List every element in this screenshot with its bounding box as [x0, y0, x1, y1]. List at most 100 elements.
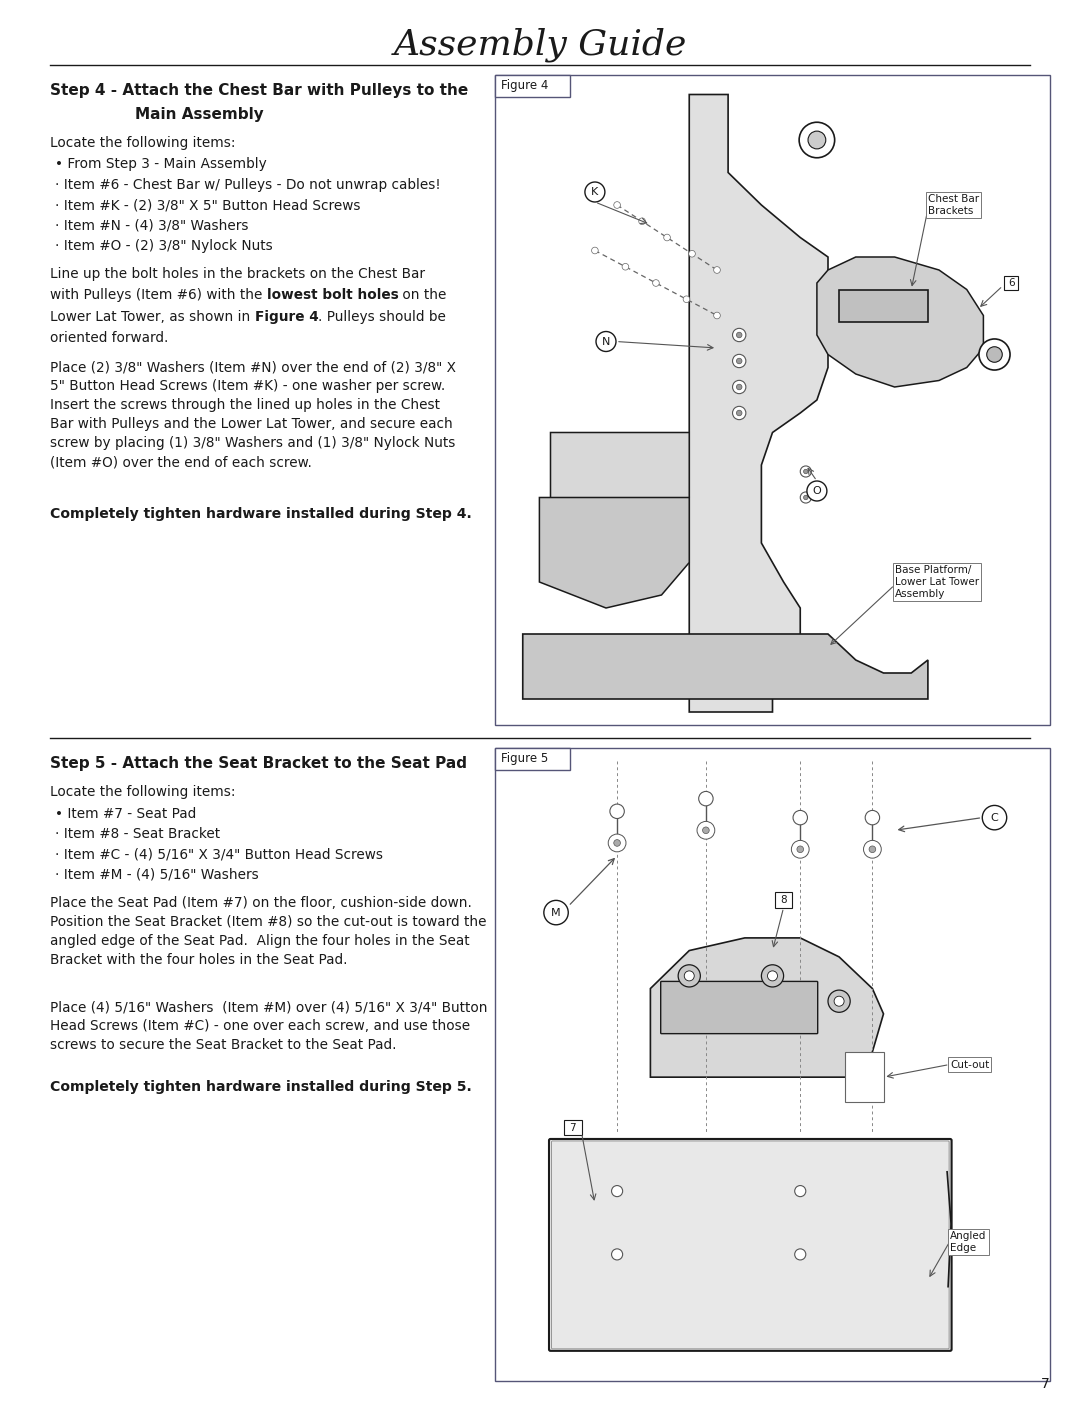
Text: Step 5 - Attach the Seat Bracket to the Seat Pad: Step 5 - Attach the Seat Bracket to the … [50, 756, 467, 770]
Text: Figure 4: Figure 4 [501, 79, 549, 91]
Circle shape [699, 792, 713, 806]
Text: · Item #C - (4) 5/16" X 3/4" Button Head Screws: · Item #C - (4) 5/16" X 3/4" Button Head… [55, 848, 383, 862]
Circle shape [804, 470, 808, 474]
Text: on the: on the [399, 288, 447, 302]
Circle shape [869, 846, 876, 852]
Circle shape [652, 280, 659, 287]
Text: · Item #K - (2) 3/8" X 5" Button Head Screws: · Item #K - (2) 3/8" X 5" Button Head Sc… [55, 198, 361, 212]
Text: 6: 6 [1008, 278, 1014, 288]
Circle shape [592, 247, 598, 254]
Circle shape [761, 965, 784, 987]
Text: 8: 8 [780, 896, 787, 905]
Text: . Pulleys should be: . Pulleys should be [319, 309, 446, 323]
Circle shape [983, 806, 1007, 830]
Polygon shape [689, 94, 828, 711]
Polygon shape [845, 1052, 883, 1102]
FancyBboxPatch shape [564, 1121, 582, 1136]
Text: lowest bolt holes: lowest bolt holes [267, 288, 399, 302]
Circle shape [610, 804, 624, 818]
Text: Cut-out: Cut-out [950, 1060, 989, 1070]
Circle shape [737, 332, 742, 337]
Circle shape [611, 1185, 623, 1197]
Text: · Item #O - (2) 3/8" Nylock Nuts: · Item #O - (2) 3/8" Nylock Nuts [55, 239, 273, 253]
Circle shape [544, 900, 568, 925]
Text: Place (4) 5/16" Washers  (Item #M) over (4) 5/16" X 3/4" Button
Head Screws (Ite: Place (4) 5/16" Washers (Item #M) over (… [50, 1000, 487, 1052]
Text: Base Platform/
Lower Lat Tower
Assembly: Base Platform/ Lower Lat Tower Assembly [894, 565, 978, 599]
Circle shape [804, 495, 808, 499]
Text: Main Assembly: Main Assembly [135, 107, 264, 122]
Polygon shape [539, 498, 689, 607]
Circle shape [638, 218, 646, 225]
Text: 7: 7 [1041, 1376, 1050, 1391]
Circle shape [622, 263, 629, 270]
Text: Locate the following items:: Locate the following items: [50, 135, 235, 149]
Text: • Item #7 - Seat Pad: • Item #7 - Seat Pad [55, 807, 197, 821]
Text: Step 4 - Attach the Chest Bar with Pulleys to the: Step 4 - Attach the Chest Bar with Pulle… [50, 83, 469, 98]
Text: with Pulleys (Item #6) with the: with Pulleys (Item #6) with the [50, 288, 267, 302]
Polygon shape [551, 433, 689, 543]
Polygon shape [816, 257, 984, 387]
Text: Locate the following items:: Locate the following items: [50, 785, 235, 799]
Text: Place the Seat Pad (Item #7) on the floor, cushion-side down.
Position the Seat : Place the Seat Pad (Item #7) on the floo… [50, 896, 486, 966]
Circle shape [768, 972, 778, 981]
Text: oriented forward.: oriented forward. [50, 332, 168, 346]
Text: · Item #6 - Chest Bar w/ Pulleys - Do not unwrap cables!: · Item #6 - Chest Bar w/ Pulleys - Do no… [55, 177, 441, 191]
Text: Figure 4: Figure 4 [255, 309, 319, 323]
Text: • From Step 3 - Main Assembly: • From Step 3 - Main Assembly [55, 157, 267, 172]
Text: O: O [812, 486, 821, 496]
Circle shape [737, 359, 742, 364]
Circle shape [596, 332, 616, 352]
Circle shape [608, 834, 626, 852]
FancyBboxPatch shape [495, 748, 570, 770]
Text: · Item #N - (4) 3/8" Washers: · Item #N - (4) 3/8" Washers [55, 218, 248, 232]
Text: · Item #M - (4) 5/16" Washers: · Item #M - (4) 5/16" Washers [55, 868, 259, 882]
FancyBboxPatch shape [495, 75, 570, 97]
Circle shape [795, 1249, 806, 1260]
Circle shape [792, 841, 809, 858]
Circle shape [678, 965, 700, 987]
Circle shape [800, 465, 811, 477]
Text: Completely tighten hardware installed during Step 4.: Completely tighten hardware installed du… [50, 506, 472, 520]
Circle shape [613, 201, 620, 208]
Circle shape [795, 1185, 806, 1197]
Circle shape [697, 821, 715, 839]
Text: Completely tighten hardware installed during Step 5.: Completely tighten hardware installed du… [50, 1080, 472, 1094]
Text: Place (2) 3/8" Washers (Item #N) over the end of (2) 3/8" X
5" Button Head Screw: Place (2) 3/8" Washers (Item #N) over th… [50, 360, 456, 470]
FancyBboxPatch shape [549, 1139, 951, 1351]
Text: 7: 7 [569, 1123, 576, 1133]
Circle shape [714, 267, 720, 273]
Circle shape [714, 312, 720, 319]
Text: · Item #8 - Seat Bracket: · Item #8 - Seat Bracket [55, 827, 220, 841]
Circle shape [737, 384, 742, 389]
Circle shape [611, 1249, 623, 1260]
Text: Angled
Edge: Angled Edge [950, 1230, 986, 1253]
Circle shape [732, 381, 746, 394]
Polygon shape [650, 938, 883, 1077]
FancyBboxPatch shape [495, 748, 1050, 1381]
Text: M: M [551, 908, 561, 918]
Circle shape [793, 810, 808, 825]
Text: Lower Lat Tower, as shown in: Lower Lat Tower, as shown in [50, 309, 255, 323]
Text: N: N [602, 336, 610, 346]
Circle shape [664, 235, 671, 240]
Text: Assembly Guide: Assembly Guide [393, 28, 687, 62]
Polygon shape [839, 290, 928, 322]
Circle shape [732, 329, 746, 342]
Circle shape [797, 846, 804, 852]
Circle shape [834, 997, 845, 1007]
Circle shape [807, 481, 827, 501]
Circle shape [685, 972, 694, 981]
Circle shape [978, 339, 1010, 370]
FancyBboxPatch shape [1004, 277, 1017, 290]
Circle shape [799, 122, 835, 157]
Circle shape [703, 827, 710, 834]
Circle shape [613, 839, 620, 846]
Circle shape [987, 347, 1002, 363]
Circle shape [737, 411, 742, 416]
Circle shape [684, 295, 690, 302]
Circle shape [864, 841, 881, 858]
Text: K: K [591, 187, 598, 197]
Circle shape [585, 181, 605, 202]
FancyBboxPatch shape [661, 981, 818, 1033]
FancyBboxPatch shape [495, 75, 1050, 725]
